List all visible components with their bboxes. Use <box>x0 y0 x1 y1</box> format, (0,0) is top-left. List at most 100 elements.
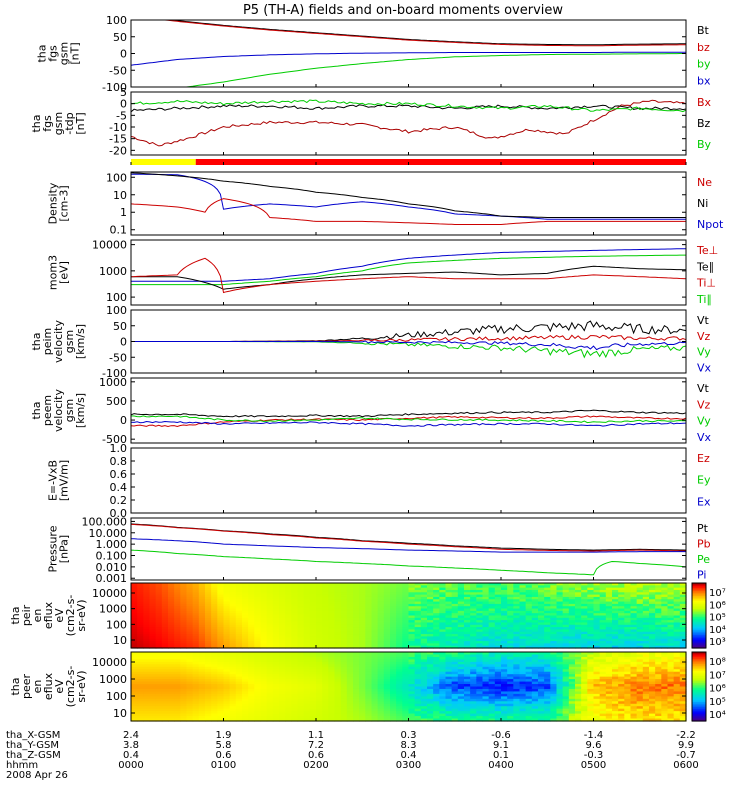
heatmap-cell <box>575 592 582 596</box>
heatmap-cell <box>649 620 656 624</box>
heatmap-cell <box>229 622 237 626</box>
heatmap-cell <box>365 641 373 644</box>
heatmap-cell <box>248 613 255 617</box>
heatmap-cell <box>217 664 225 668</box>
heatmap-cell <box>192 664 200 668</box>
heatmap-cell <box>439 718 447 722</box>
heatmap-cell <box>198 654 206 658</box>
heatmap-cell <box>198 638 206 642</box>
heatmap-cell <box>365 587 373 591</box>
heatmap-cell <box>131 645 138 649</box>
heatmap-cell <box>605 679 613 683</box>
heatmap-cell <box>359 701 366 705</box>
heatmap-cell <box>390 701 397 705</box>
heatmap-cell <box>272 596 280 600</box>
heatmap-cell <box>451 718 459 722</box>
heatmap-cell <box>587 669 595 673</box>
heatmap-cell <box>353 592 360 596</box>
heatmap-cell <box>525 686 533 690</box>
heatmap-cell <box>303 636 311 640</box>
heatmap-cell <box>334 587 342 591</box>
heatmap-cell <box>328 652 336 656</box>
heatmap-cell <box>544 691 551 695</box>
heatmap-cell <box>525 659 533 663</box>
heatmap-cell <box>168 622 175 626</box>
heatmap-cell <box>217 654 225 658</box>
series-line-Vx <box>131 340 687 351</box>
y-tick-label: -50 <box>109 64 127 77</box>
heatmap-cell <box>346 620 354 624</box>
heatmap-cell <box>396 610 403 614</box>
heatmap-cell <box>402 587 410 591</box>
heatmap-cell <box>229 638 237 642</box>
heatmap-cell <box>266 718 274 722</box>
heatmap-cell <box>513 698 521 702</box>
heatmap-cell <box>556 603 564 607</box>
heatmap-cell <box>242 641 249 644</box>
heatmap-cell <box>297 652 305 656</box>
heatmap-cell <box>168 629 175 633</box>
legend-entry: Ti∥ <box>696 293 712 306</box>
heatmap-cell <box>451 713 459 717</box>
heatmap-cell <box>328 603 336 607</box>
heatmap-cell <box>303 708 311 712</box>
heatmap-cell <box>531 659 539 663</box>
heatmap-cell <box>383 638 391 642</box>
heatmap-cell <box>482 696 490 700</box>
heatmap-cell <box>433 669 440 673</box>
heatmap-cell <box>457 691 465 695</box>
heatmap-cell <box>482 585 490 589</box>
heatmap-cell <box>451 585 459 589</box>
heatmap-cell <box>624 631 632 635</box>
heatmap-cell <box>174 645 181 649</box>
heatmap-cell <box>365 636 373 640</box>
heatmap-cell <box>612 617 619 621</box>
heatmap-cell <box>396 629 403 633</box>
heatmap-cell <box>340 696 348 700</box>
heatmap-cell <box>642 606 650 610</box>
heatmap-cell <box>346 645 354 649</box>
heatmap-cell <box>297 606 305 610</box>
heatmap-cell <box>242 669 249 673</box>
heatmap-cell <box>266 669 274 673</box>
heatmap-cell <box>155 711 163 715</box>
heatmap-cell <box>636 634 644 637</box>
heatmap-cell <box>593 627 601 631</box>
heatmap-cell <box>420 698 428 702</box>
heatmap-cell <box>525 617 533 621</box>
heatmap-cell <box>476 686 484 690</box>
heatmap-cell <box>476 711 484 715</box>
heatmap-cell <box>538 587 545 591</box>
heatmap-cell <box>420 636 428 640</box>
heatmap-cell <box>494 585 502 589</box>
heatmap-cell <box>501 592 508 596</box>
heatmap-cell <box>420 669 428 673</box>
heatmap-cell <box>328 641 336 644</box>
heatmap-cell <box>223 641 231 644</box>
heatmap-cell <box>519 691 527 695</box>
heatmap-cell <box>303 669 311 673</box>
heatmap-cell <box>192 691 200 695</box>
heatmap-cell <box>476 599 484 603</box>
heatmap-cell <box>408 610 416 614</box>
heatmap-cell <box>427 645 434 649</box>
heatmap-cell <box>476 681 484 685</box>
heatmap-cell <box>501 684 508 688</box>
heatmap-cell <box>618 596 625 600</box>
heatmap-cell <box>550 629 558 633</box>
heatmap-cell <box>556 716 564 720</box>
heatmap-cell <box>630 610 638 614</box>
heatmap-cell <box>501 599 508 603</box>
heatmap-cell <box>587 592 595 596</box>
heatmap-cell <box>340 676 348 680</box>
heatmap-cell <box>390 696 397 700</box>
heatmap-cell <box>396 608 403 612</box>
y-axis-label: en <box>31 609 44 623</box>
heatmap-cell <box>587 659 595 663</box>
heatmap-cell <box>420 703 428 707</box>
heatmap-cell <box>161 610 169 614</box>
heatmap-cell <box>390 601 397 605</box>
heatmap-cell <box>198 629 206 633</box>
heatmap-cell <box>593 615 601 619</box>
heatmap-cell <box>538 603 545 607</box>
